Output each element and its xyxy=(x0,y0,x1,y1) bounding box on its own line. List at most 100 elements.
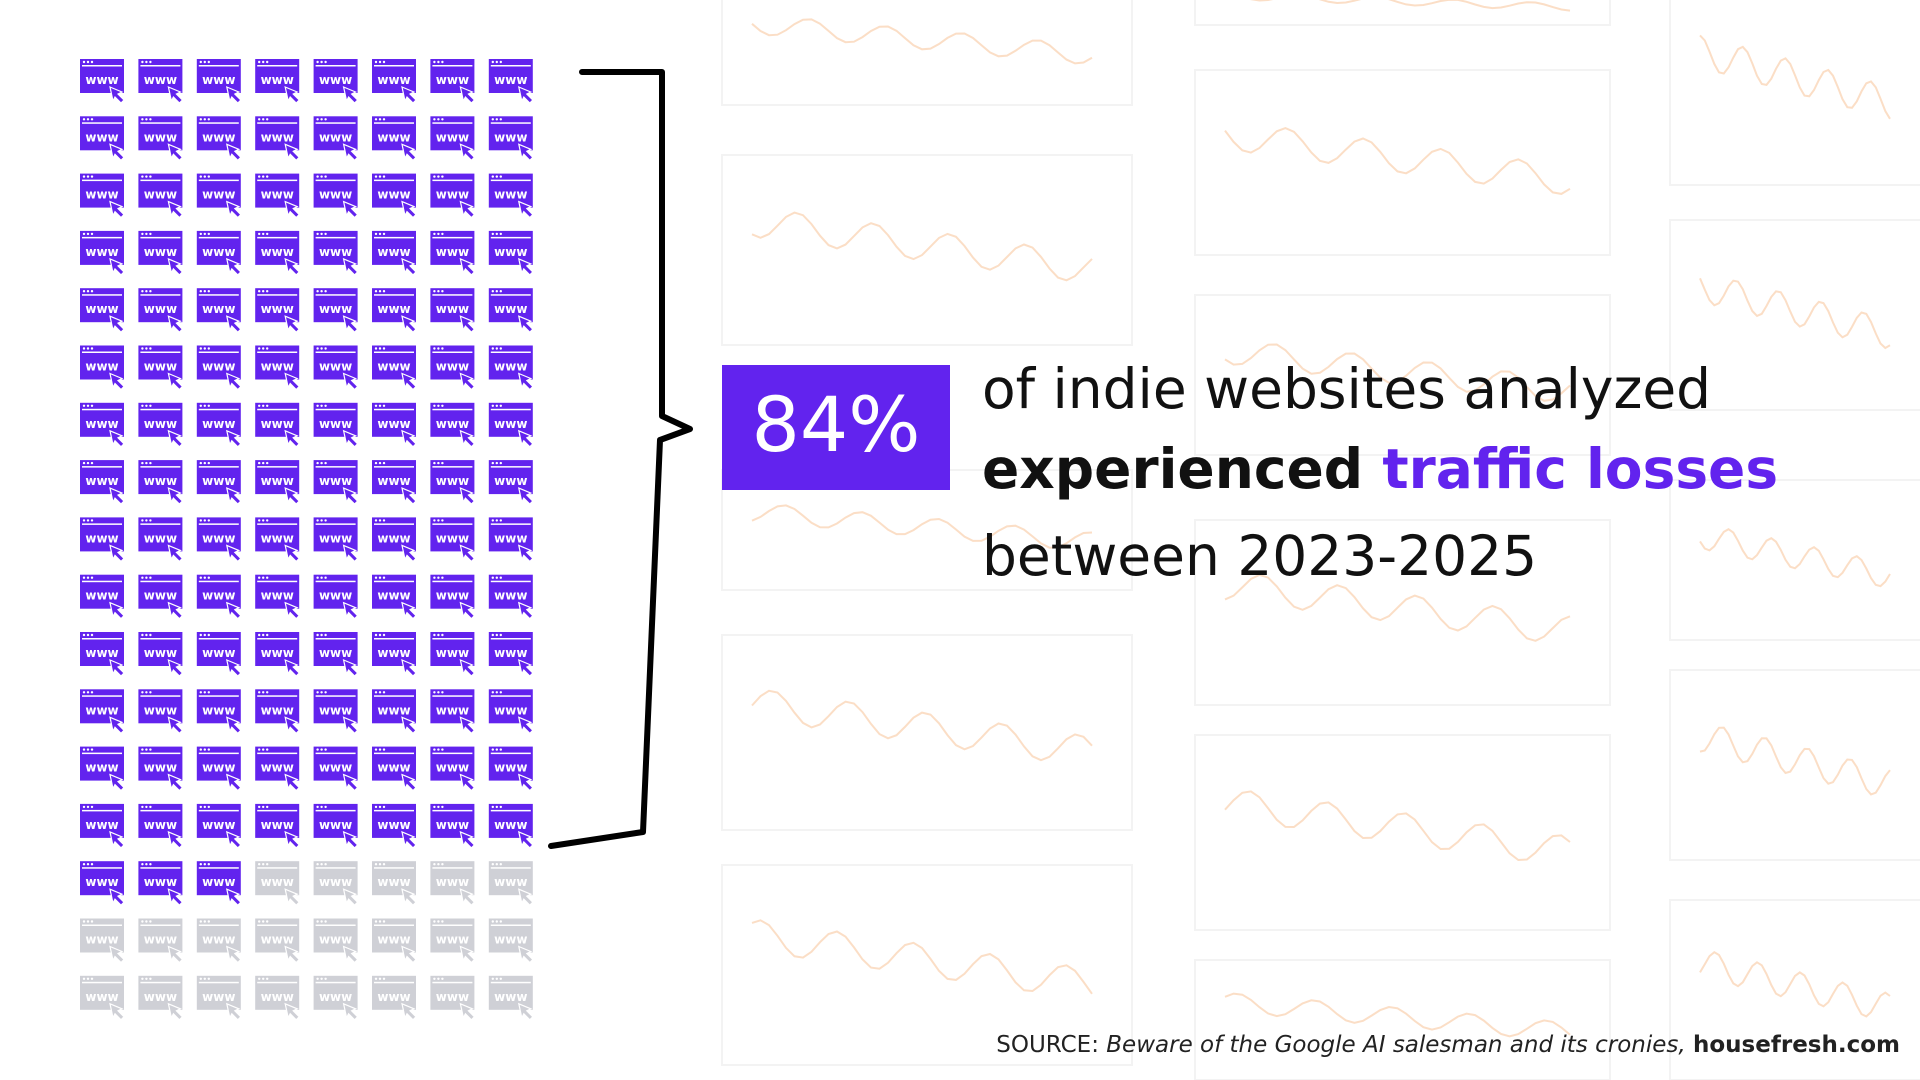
icon-cursor xyxy=(284,200,301,219)
icon-label: www xyxy=(202,474,235,488)
chart-card xyxy=(721,0,1133,106)
icon-dot xyxy=(258,404,261,407)
icon-bar xyxy=(198,752,239,755)
icon-cursor xyxy=(109,830,125,849)
icon-label: www xyxy=(261,360,294,374)
icon-window xyxy=(196,689,241,724)
icon-bar xyxy=(432,523,473,525)
icon-dot xyxy=(499,748,502,751)
icon-dot xyxy=(378,290,382,293)
icon-dot xyxy=(382,175,386,178)
icon-bar xyxy=(374,294,414,296)
icon-dot xyxy=(316,805,319,809)
icon-bar xyxy=(82,294,122,296)
icon-dot xyxy=(90,977,94,980)
icon-dot xyxy=(82,175,86,178)
icon-cursor xyxy=(284,945,301,964)
icon-label: www xyxy=(377,73,410,87)
icon-cursor xyxy=(342,487,359,505)
icon-dot xyxy=(86,977,90,980)
icon-dot xyxy=(262,404,265,407)
chart-card xyxy=(1669,219,1920,411)
icon-label: www xyxy=(144,990,177,1004)
site-icon: www xyxy=(80,632,125,677)
icon-cursor xyxy=(459,716,476,735)
icon-bar xyxy=(82,752,122,755)
icon-dot xyxy=(141,118,144,121)
icon-dot xyxy=(203,805,206,809)
icon-bar xyxy=(374,466,414,468)
icon-bar xyxy=(140,351,181,353)
site-icon: www xyxy=(313,861,359,907)
icon-label: www xyxy=(202,73,235,87)
icon-dot xyxy=(437,404,440,407)
site-icon: www xyxy=(196,861,242,907)
icon-bar xyxy=(315,236,356,239)
chart-line xyxy=(1699,34,1891,120)
icon-bar xyxy=(490,408,531,411)
icon-bar xyxy=(490,924,531,926)
icon-bar xyxy=(432,351,473,353)
icon-window xyxy=(430,803,475,838)
site-icon: www xyxy=(372,746,417,792)
site-icon: www xyxy=(138,632,184,677)
icon-cursor xyxy=(459,830,476,849)
icon-label: www xyxy=(144,188,177,202)
icon-bar xyxy=(82,867,122,869)
icon-cursor xyxy=(225,143,242,162)
site-icon: www xyxy=(313,173,359,219)
site-icon: www xyxy=(430,402,476,448)
icon-dot xyxy=(320,404,323,407)
icon-dot xyxy=(90,290,94,293)
site-icon: www xyxy=(372,59,417,104)
icon-cursor xyxy=(109,200,125,219)
icon-dot xyxy=(90,576,94,579)
icon-dot xyxy=(199,175,202,178)
icon-dot xyxy=(199,404,202,407)
icon-dot xyxy=(203,576,206,579)
site-icon: www xyxy=(138,59,184,104)
icon-bar xyxy=(82,236,122,239)
icon-dot xyxy=(320,977,323,980)
icon-dot xyxy=(258,519,261,522)
icon-dot xyxy=(141,920,144,923)
icon-dot xyxy=(316,519,319,522)
icon-bar xyxy=(257,523,298,525)
icon-dot xyxy=(86,920,90,923)
chart-line xyxy=(1699,726,1891,796)
icon-dot xyxy=(320,118,323,121)
icon-dot xyxy=(203,748,206,751)
icon-dot xyxy=(258,576,261,579)
icon-bar xyxy=(490,523,531,525)
site-icon: www xyxy=(430,975,476,1021)
icon-cursor xyxy=(109,487,125,505)
icon-window xyxy=(138,574,183,609)
icon-window xyxy=(372,59,416,93)
icon-window xyxy=(80,402,124,437)
icon-dot xyxy=(199,863,202,866)
site-icon: www xyxy=(138,460,184,505)
icon-window xyxy=(488,230,533,265)
icon-dot xyxy=(499,60,502,64)
icon-cursor xyxy=(284,888,301,907)
icon-window xyxy=(255,918,300,953)
icon-cursor xyxy=(109,257,125,276)
icon-dot xyxy=(491,519,494,522)
icon-window xyxy=(430,288,475,323)
icon-label: www xyxy=(436,646,469,660)
icon-dot xyxy=(145,805,148,809)
icon-dot xyxy=(437,461,440,465)
icon-dot xyxy=(320,60,323,64)
site-icon: www xyxy=(196,230,242,276)
icon-label: www xyxy=(202,933,235,947)
icon-bar xyxy=(257,638,298,640)
site-icon: www xyxy=(488,402,534,448)
site-icon: www xyxy=(138,975,184,1021)
icon-dot xyxy=(374,118,378,121)
icon-dot xyxy=(433,175,436,178)
icon-dot xyxy=(86,863,90,866)
icon-dot xyxy=(374,920,378,923)
chart-line xyxy=(751,18,1093,65)
icon-cursor xyxy=(225,888,242,907)
